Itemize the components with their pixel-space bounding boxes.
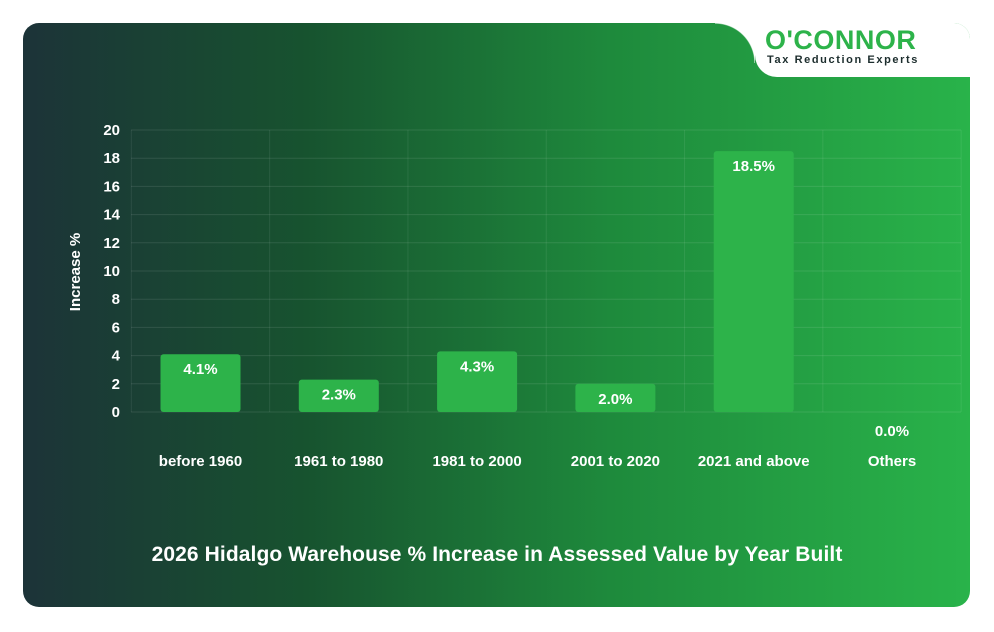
x-tick-label: 1981 to 2000 (432, 453, 521, 470)
chart-title: 2026 Hidalgo Warehouse % Increase in Ass… (151, 543, 843, 566)
x-tick-label: 2001 to 2020 (571, 453, 660, 470)
y-axis-ticks: 0 2 4 6 8 10 12 14 16 18 20 (103, 122, 120, 421)
data-label: 2.0% (598, 391, 632, 408)
bar (160, 354, 241, 412)
y-tick-label: 6 (112, 319, 120, 336)
y-tick-label: 8 (112, 291, 120, 308)
bar (713, 151, 794, 412)
data-label: 2.3% (322, 387, 356, 404)
y-tick-label: 0 (112, 404, 120, 421)
data-label: 4.3% (460, 358, 494, 375)
data-label: 4.1% (183, 361, 217, 378)
x-tick-label: Others (868, 453, 916, 470)
bar (575, 383, 656, 412)
y-tick-label: 10 (103, 263, 120, 280)
y-axis-label: Increase % (67, 233, 84, 311)
chart-grid (130, 129, 962, 413)
x-tick-label: 2021 and above (698, 453, 810, 470)
data-label: 0.0% (875, 423, 909, 440)
y-tick-label: 4 (112, 348, 121, 365)
chart-card: O'CONNOR Tax Reduction Experts (23, 23, 970, 607)
y-tick-label: 14 (103, 207, 120, 224)
chart-bars: 4.1% 2.3% 4.3% 2.0% 18.5% 0.0% (160, 151, 909, 440)
x-tick-label: 1961 to 1980 (294, 453, 383, 470)
y-tick-label: 20 (103, 122, 120, 139)
brand-logo: O'CONNOR (765, 25, 917, 55)
bar (437, 351, 518, 412)
bar (298, 379, 379, 412)
y-tick-label: 12 (103, 235, 120, 252)
logo-area: O'CONNOR Tax Reduction Experts (715, 23, 970, 77)
y-tick-label: 16 (103, 178, 120, 195)
data-label: 18.5% (732, 158, 775, 175)
y-tick-label: 18 (103, 150, 120, 167)
x-axis-tick-labels: before 1960 1961 to 1980 1981 to 2000 2001 … (159, 453, 916, 470)
y-tick-label: 2 (112, 376, 120, 393)
x-tick-label: before 1960 (159, 453, 242, 470)
brand-tagline: Tax Reduction Experts (767, 54, 919, 66)
